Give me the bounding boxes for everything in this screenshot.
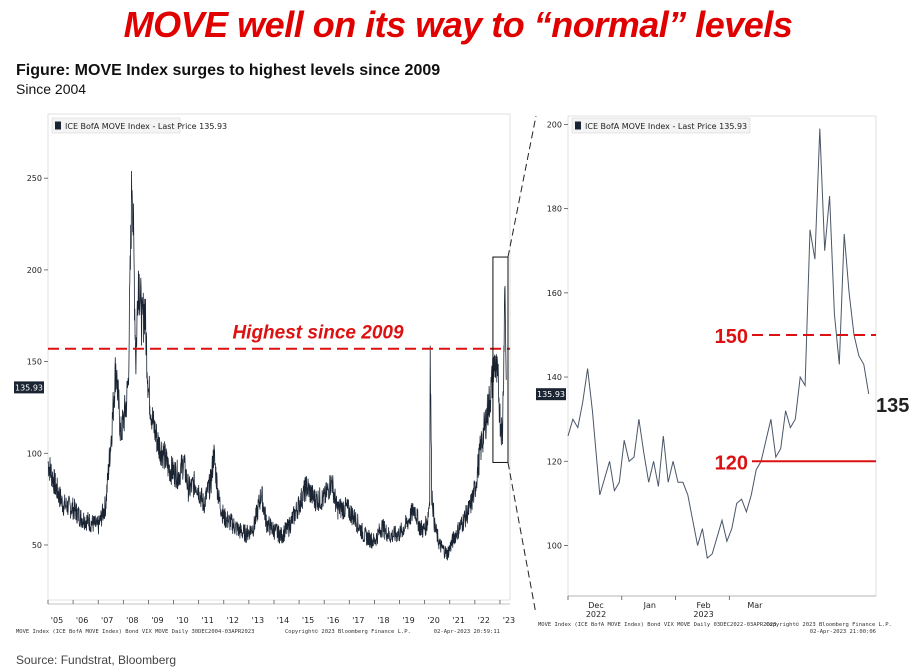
right-legend-box bbox=[571, 117, 751, 134]
level-120-label: 120 bbox=[715, 452, 748, 474]
level-150-label: 150 bbox=[715, 326, 748, 348]
right-footer-source: MOVE Index (ICE BofA MOVE Index) Bond VI… bbox=[538, 622, 776, 628]
left-legend-box bbox=[51, 117, 181, 134]
right-y-tick-label: 180 bbox=[547, 205, 562, 214]
left-last-price-label: 135.93 bbox=[15, 383, 43, 392]
left-x-tick-label: '14 bbox=[277, 616, 289, 625]
right-last-price-badge bbox=[536, 388, 566, 401]
zoom-connector-bottom bbox=[507, 462, 537, 615]
left-x-tick-label: '10 bbox=[176, 616, 188, 625]
right-y-tick-label: 160 bbox=[547, 289, 562, 298]
left-y-tick-label: 200 bbox=[27, 266, 42, 275]
right-y-tick-label: 200 bbox=[547, 120, 562, 129]
left-x-tick-label: '13 bbox=[252, 616, 264, 625]
left-footer-timestamp: 02-Apr-2023 20:59:11 bbox=[434, 629, 500, 635]
left-x-tick-label: '05 bbox=[51, 616, 63, 625]
left-legend-swatch bbox=[55, 121, 61, 130]
left-footer-copyright: Copyright© 2023 Bloomberg Finance L.P. bbox=[285, 629, 411, 635]
figure-title: Figure: MOVE Index surges to highest lev… bbox=[16, 62, 441, 79]
right-x-tick-label: Mar bbox=[747, 601, 763, 610]
zoom-connector-top bbox=[507, 115, 537, 258]
right-plot-frame bbox=[567, 115, 877, 597]
right-x-tick-label: Dec bbox=[588, 601, 603, 610]
left-y-tick-label: 250 bbox=[27, 174, 42, 183]
left-x-tick-label: '11 bbox=[201, 616, 213, 625]
left-y-tick-label: 150 bbox=[27, 358, 42, 367]
right-footer-copyright: Copyright© 2023 Bloomberg Finance L.P. bbox=[766, 622, 892, 628]
left-y-tick-label: 100 bbox=[27, 449, 42, 458]
left-x-tick-label: '15 bbox=[302, 616, 314, 625]
right-x-tick-label: Jan bbox=[643, 601, 656, 610]
source-note: Source: Fundstrat, Bloomberg bbox=[16, 653, 177, 667]
right-x-tick-label: Feb bbox=[696, 601, 710, 610]
right-x-year-label: 2022 bbox=[586, 610, 606, 619]
right-last-price-label: 135.93 bbox=[537, 390, 565, 399]
headline: MOVE well on its way to “normal” levels bbox=[123, 4, 793, 45]
left-x-tick-label: '18 bbox=[377, 616, 389, 625]
left-x-tick-label: '07 bbox=[101, 616, 113, 625]
level-135-label: 135 bbox=[876, 395, 909, 417]
left-x-tick-label: '12 bbox=[227, 616, 239, 625]
left-x-tick-label: '06 bbox=[76, 616, 88, 625]
left-x-tick-label: '19 bbox=[402, 616, 414, 625]
left-x-tick-label: '08 bbox=[126, 616, 138, 625]
left-series-line bbox=[47, 170, 507, 561]
right-y-tick-label: 120 bbox=[547, 457, 562, 466]
left-footer-source: MOVE Index (ICE BofA MOVE Index) Bond VI… bbox=[16, 629, 254, 635]
right-series-line bbox=[567, 128, 870, 560]
right-y-tick-label: 140 bbox=[547, 373, 562, 382]
right-y-tick-label: 100 bbox=[547, 541, 562, 550]
zoom-box bbox=[492, 256, 509, 463]
figure-subtitle: Since 2004 bbox=[16, 81, 87, 97]
right-legend-label: ICE BofA MOVE Index - Last Price 135.93 bbox=[585, 122, 747, 131]
highest-since-2009-label: Highest since 2009 bbox=[232, 323, 404, 344]
right-x-year-label: 2023 bbox=[693, 610, 713, 619]
left-x-tick-label: '09 bbox=[151, 616, 163, 625]
left-x-tick-label: '21 bbox=[453, 616, 465, 625]
left-legend-label: ICE BofA MOVE Index - Last Price 135.93 bbox=[65, 122, 227, 131]
left-x-tick-label: '22 bbox=[478, 616, 490, 625]
right-legend-swatch bbox=[575, 121, 581, 130]
left-y-tick-label: 50 bbox=[32, 541, 42, 550]
left-x-tick-label: '23 bbox=[503, 616, 515, 625]
left-x-tick-label: '20 bbox=[427, 616, 439, 625]
left-plot-frame bbox=[47, 113, 511, 601]
left-x-tick-label: '16 bbox=[327, 616, 339, 625]
left-last-price-badge bbox=[14, 381, 44, 394]
left-x-tick-label: '17 bbox=[352, 616, 364, 625]
right-footer-timestamp: 02-Apr-2023 21:00:06 bbox=[810, 629, 876, 635]
